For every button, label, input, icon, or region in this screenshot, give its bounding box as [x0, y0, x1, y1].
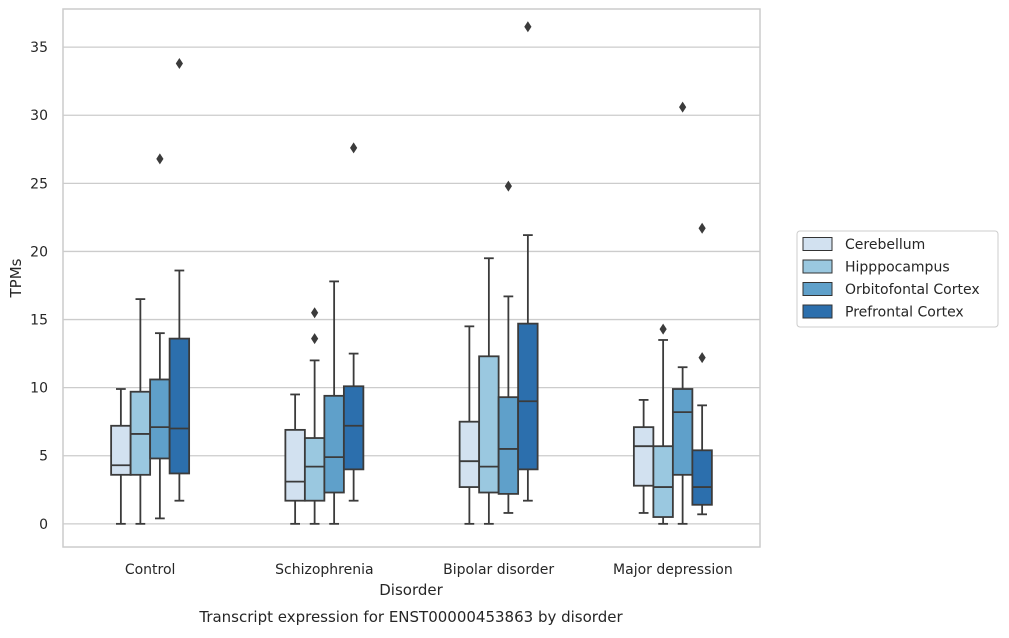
legend-label: Cerebellum — [845, 237, 925, 253]
iqr-box — [671, 388, 694, 476]
box-orbitofontal-cortex — [323, 280, 345, 525]
outlier-point — [698, 222, 706, 234]
box-cerebellum — [284, 393, 306, 525]
y-tick-label: 5 — [39, 449, 48, 465]
y-tick-label: 20 — [30, 244, 48, 260]
box-cerebellum — [110, 388, 132, 525]
box-prefrontal-cortex — [691, 222, 713, 516]
box-prefrontal-cortex — [342, 142, 365, 502]
figure-caption: Transcript expression for ENST0000045386… — [198, 608, 623, 626]
iqr-box — [691, 449, 713, 506]
legend-label: Hipppocampus — [845, 260, 950, 276]
outlier-point — [504, 180, 512, 192]
legend-label: Orbitofontal Cortex — [845, 282, 980, 298]
y-axis-label: TPMs — [7, 258, 25, 298]
y-tick-label: 30 — [30, 108, 48, 124]
y-tick-label: 10 — [30, 381, 48, 397]
x-axis-label: Disorder — [379, 581, 443, 599]
x-tick-label: Major depression — [613, 562, 733, 578]
y-tick-label: 35 — [30, 40, 48, 56]
iqr-box — [110, 424, 132, 476]
box-hipppocampus — [303, 307, 326, 525]
iqr-box — [497, 396, 520, 495]
x-tick-label: Bipolar disorder — [443, 562, 554, 578]
y-tick-labels: 0 5 10 15 20 25 30 35 — [30, 40, 48, 533]
x-tick-label: Control — [125, 562, 176, 578]
legend-swatch — [802, 237, 833, 251]
legend-swatch — [802, 304, 833, 319]
box-prefrontal-cortex — [517, 21, 539, 502]
iqr-box — [342, 385, 365, 471]
x-tick-label: Schizophrenia — [275, 562, 373, 578]
outlier-point — [311, 333, 319, 345]
box-prefrontal-cortex — [168, 57, 191, 502]
box-cerebellum — [458, 325, 481, 525]
iqr-box — [517, 322, 539, 471]
outlier-point — [524, 21, 532, 33]
iqr-box — [458, 420, 481, 488]
box-orbitofontal-cortex — [671, 101, 694, 525]
outlier-point — [311, 307, 319, 319]
y-tick-label: 15 — [30, 313, 48, 329]
legend-items: Cerebellum Hipppocampus Orbitofontal Corte… — [802, 237, 980, 321]
outlier-point — [679, 101, 687, 113]
legend-swatch — [802, 282, 833, 296]
box-cerebellum — [632, 399, 655, 514]
box-orbitofontal-cortex — [149, 153, 171, 520]
iqr-box — [168, 337, 191, 475]
legend-label: Prefrontal Cortex — [845, 305, 964, 321]
iqr-box — [652, 445, 674, 518]
iqr-box — [149, 378, 171, 460]
iqr-box — [632, 426, 655, 487]
iqr-box — [284, 428, 306, 502]
outlier-point — [350, 142, 358, 154]
box-hipppocampus — [129, 298, 152, 525]
outlier-point — [156, 153, 164, 165]
plot-frame — [62, 8, 761, 548]
box-hipppocampus — [652, 323, 674, 525]
iqr-box — [303, 437, 326, 502]
iqr-box — [323, 394, 345, 494]
x-tick-labels: Control Schizophrenia Bipolar disorder Majo… — [125, 562, 733, 578]
box-orbitofontal-cortex — [497, 180, 520, 514]
legend-frame — [796, 230, 999, 328]
y-tick-label: 25 — [30, 176, 48, 192]
y-tick-label: 0 — [39, 517, 48, 533]
legend: Cerebellum Hipppocampus Orbitofontal Corte… — [796, 230, 999, 328]
box-hipppocampus — [478, 257, 500, 525]
outlier-point — [659, 323, 667, 335]
boxes — [110, 21, 713, 525]
outlier-point — [698, 352, 706, 364]
legend-swatch — [802, 259, 833, 274]
iqr-box — [478, 355, 500, 494]
outlier-point — [175, 57, 183, 69]
